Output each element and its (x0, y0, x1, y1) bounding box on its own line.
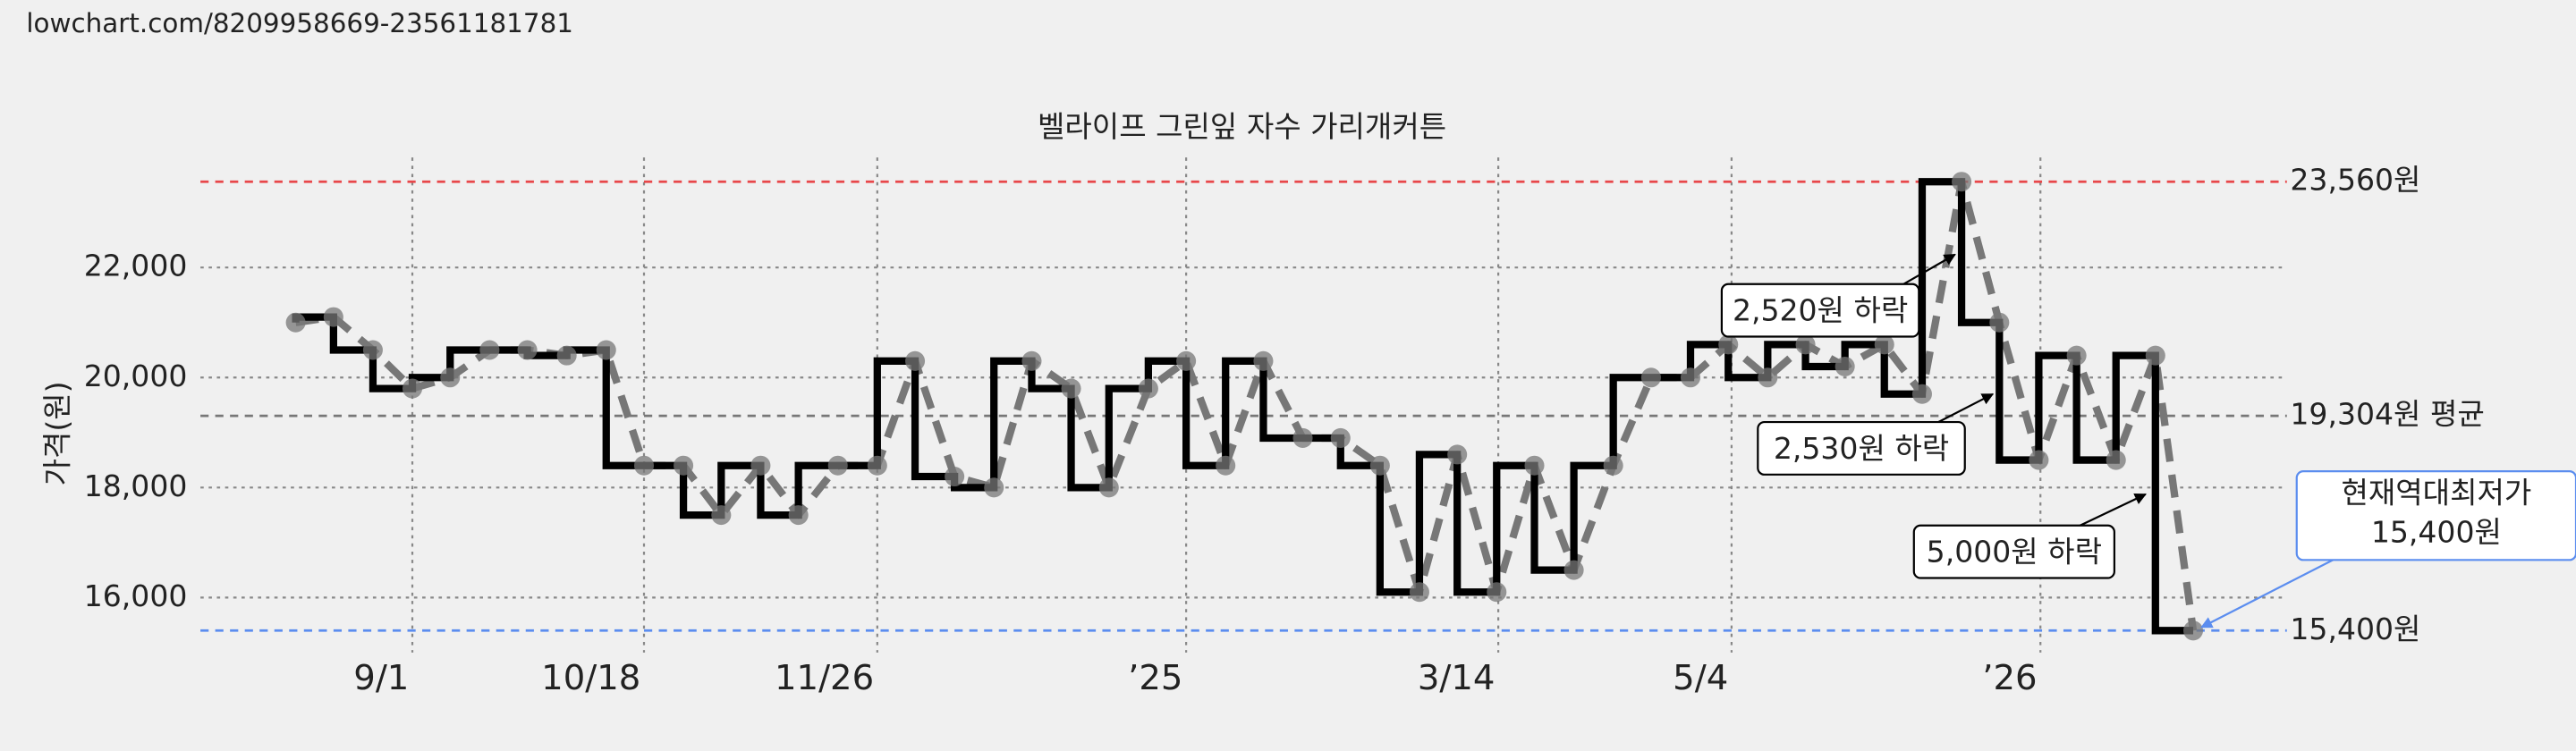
data-point (1409, 582, 1429, 603)
data-point (788, 505, 809, 526)
data-point (1524, 455, 1545, 476)
x-tick-label: ’25 (1128, 658, 1182, 698)
annotation-box (1757, 420, 1966, 476)
data-point (1487, 582, 1507, 603)
data-point (517, 340, 538, 360)
y-axis-label: 가격(원) (40, 381, 75, 485)
data-point (1952, 172, 1972, 192)
annotation-arrow (2072, 493, 2147, 530)
annotation-arrow (1935, 392, 1995, 425)
data-point (556, 345, 577, 366)
data-point (750, 455, 771, 476)
data-point (1061, 378, 1081, 399)
x-tick-label: 9/1 (353, 658, 409, 698)
annotation-text: 2,520원 하락 (1733, 292, 1908, 327)
reference-label: 19,304원 평균 (2290, 397, 2484, 432)
y-tick-label: 18,000 (84, 468, 188, 503)
data-point (1989, 312, 2010, 333)
x-tick-label: 10/18 (541, 658, 640, 698)
data-point (1563, 560, 1584, 580)
data-point (1021, 350, 1042, 371)
data-point (2029, 450, 2049, 470)
x-tick-label: 5/4 (1673, 658, 1728, 698)
x-tick-label: ’26 (1982, 658, 2037, 698)
chart-title: 벨라이프 그린잎 자수 가리개커튼 (1038, 109, 1446, 144)
url: lowchart.com/8209958669-23561181781 (26, 8, 573, 38)
data-point (1603, 455, 1623, 476)
data-point (440, 367, 461, 388)
data-point (362, 340, 383, 360)
reference-label: 15,400원 (2290, 612, 2420, 646)
y-tick-label: 22,000 (84, 249, 188, 283)
data-point (711, 505, 732, 526)
data-point (479, 340, 500, 360)
data-point (1835, 356, 1855, 376)
annotation-box (1720, 283, 1920, 338)
data-point (2066, 345, 2087, 366)
data-point (2106, 450, 2126, 470)
x-tick-label: 11/26 (775, 658, 874, 698)
data-point (2183, 620, 2204, 641)
data-point (984, 477, 1004, 498)
y-tick-label: 16,000 (84, 578, 188, 613)
data-point (1098, 477, 1119, 498)
annotation-box (1912, 524, 2115, 579)
data-point (1680, 367, 1701, 388)
data-point (402, 378, 423, 399)
annotation-box (2295, 470, 2576, 561)
data-point (1253, 350, 1274, 371)
data-point (596, 340, 616, 360)
x-tick-label: 3/14 (1418, 658, 1496, 698)
data-point (945, 467, 965, 487)
data-point (905, 350, 926, 371)
data-point (1138, 378, 1158, 399)
y-tick-label: 20,000 (84, 359, 188, 393)
annotation-text: 15,400원 (2371, 514, 2502, 549)
data-point (1874, 334, 1894, 355)
data-point (285, 312, 306, 333)
step-line (292, 178, 2194, 635)
data-point (1758, 367, 1778, 388)
data-point (1640, 367, 1661, 388)
annotation-arrow (2200, 557, 2337, 629)
data-point (1795, 334, 1816, 355)
data-point (1216, 455, 1236, 476)
data-point (323, 307, 343, 327)
data-point (1911, 384, 1932, 404)
reference-label: 23,560원 (2290, 163, 2420, 198)
trend-line (295, 178, 2198, 631)
data-point (867, 455, 887, 476)
data-point (1447, 444, 1468, 465)
data-point (674, 455, 694, 476)
data-point (1330, 427, 1351, 448)
annotation-text: 5,000원 하락 (1927, 534, 2102, 569)
data-point (827, 455, 848, 476)
data-point (1718, 334, 1739, 355)
data-point (1369, 455, 1390, 476)
annotation-text: 현재역대최저가 (2341, 475, 2531, 510)
data-point (2145, 345, 2165, 366)
data-point (633, 455, 655, 476)
annotation-text: 2,530원 하락 (1774, 431, 1949, 466)
data-point (1176, 350, 1197, 371)
data-point (1292, 427, 1313, 448)
